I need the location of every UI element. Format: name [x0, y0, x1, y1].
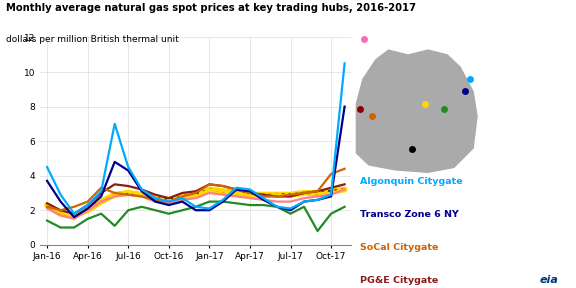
Text: Transco Zone 6 NY: Transco Zone 6 NY [360, 210, 458, 219]
Text: dollars per million British thermal unit: dollars per million British thermal unit [6, 35, 179, 43]
Text: SoCal Citygate: SoCal Citygate [360, 243, 438, 252]
Text: Monthly average natural gas spot prices at key trading hubs, 2016-2017: Monthly average natural gas spot prices … [6, 3, 416, 13]
Text: eia: eia [540, 275, 559, 285]
Text: Algonquin Citygate: Algonquin Citygate [360, 177, 463, 186]
Text: PG&E Citygate: PG&E Citygate [360, 276, 438, 285]
Polygon shape [355, 49, 478, 174]
